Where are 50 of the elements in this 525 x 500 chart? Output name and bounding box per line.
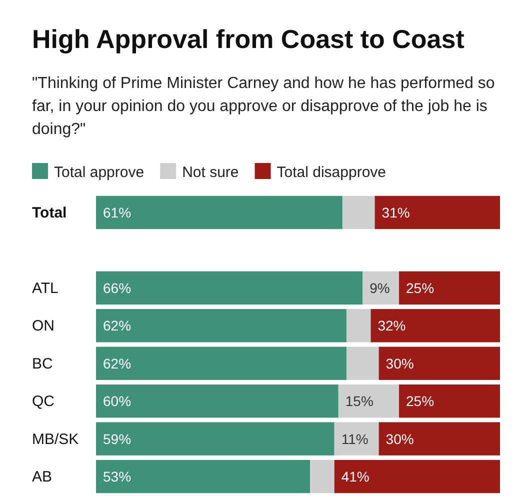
y-tick-label: Total <box>32 204 67 222</box>
bar <box>96 271 363 305</box>
data-label: 62% <box>103 318 132 334</box>
bar <box>399 384 500 418</box>
bar <box>342 196 375 230</box>
bar <box>374 196 500 230</box>
data-label: 30% <box>386 355 414 372</box>
data-label: 25% <box>406 280 434 296</box>
bar <box>346 346 379 380</box>
y-tick-label: QC <box>32 393 55 410</box>
bar <box>346 309 371 342</box>
data-label: 15% <box>345 393 374 410</box>
bar <box>399 271 500 305</box>
bar <box>96 309 346 342</box>
y-tick-label: ATL <box>32 280 58 297</box>
bar <box>96 384 338 418</box>
data-label: 32% <box>378 318 406 334</box>
data-label: 60% <box>103 393 132 410</box>
data-label: 11% <box>341 430 368 447</box>
data-label: 25% <box>406 393 434 410</box>
data-label: 53% <box>103 468 132 485</box>
data-label: 9% <box>370 280 390 296</box>
data-label: 30% <box>386 430 414 447</box>
legend-label: Total disapprove <box>276 164 386 181</box>
bar <box>310 460 334 494</box>
data-label: 59% <box>103 430 132 447</box>
data-label: 66% <box>103 280 132 296</box>
y-tick-label: AB <box>32 468 52 486</box>
legend-label: Not sure <box>182 164 239 181</box>
bar <box>370 309 500 342</box>
bar <box>334 422 379 456</box>
chart-title: High Approval from Coast to Coast <box>32 24 465 54</box>
data-label: 31% <box>382 204 410 220</box>
bar <box>96 196 342 230</box>
legend-label: Total approve <box>54 164 144 181</box>
y-tick-label: MB/SK <box>32 430 79 448</box>
bar <box>96 460 310 494</box>
bar <box>362 271 399 305</box>
bar <box>378 346 500 380</box>
chart-subtitle: "Thinking of Prime Minister Carney and how he has performed so far, in your opinion do you approve or disapprove of the job he is doing?" <box>32 75 495 138</box>
bar <box>96 422 334 456</box>
data-label: 61% <box>103 204 132 220</box>
data-label: 62% <box>103 355 132 372</box>
bar <box>334 460 500 494</box>
bar <box>338 384 399 418</box>
y-tick-label: BC <box>32 355 54 372</box>
bar <box>96 346 346 380</box>
bar <box>378 422 500 456</box>
data-label: 41% <box>341 468 370 485</box>
y-tick-label: ON <box>32 318 54 335</box>
